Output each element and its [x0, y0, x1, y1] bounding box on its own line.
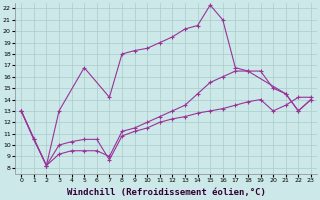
- X-axis label: Windchill (Refroidissement éolien,°C): Windchill (Refroidissement éolien,°C): [67, 188, 266, 197]
